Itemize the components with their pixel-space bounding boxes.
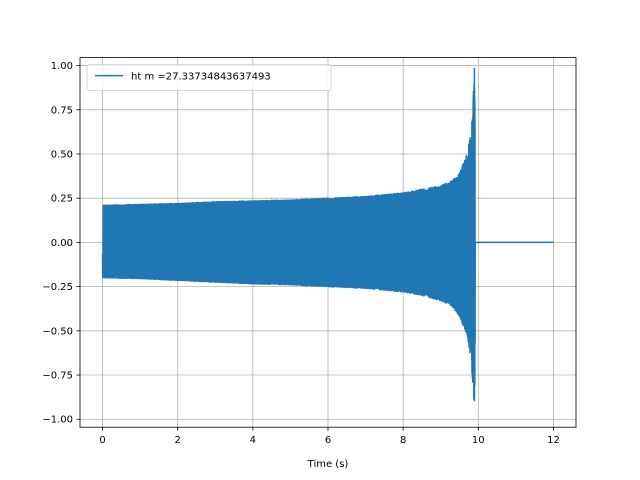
y-tick-label: −0.50 — [42, 326, 73, 337]
y-tick-label: −0.75 — [42, 371, 73, 382]
ticks: 0 2 4 6 8 10 12 1.00 0.75 0.50 0.25 0.00 −0.25 −0.50 −… — [42, 61, 559, 446]
y-tick-label: 0.25 — [51, 194, 73, 205]
legend: ht m =27.33734843637493 — [86, 64, 332, 91]
series-line — [101, 67, 554, 402]
x-tick-label: 12 — [547, 435, 560, 446]
legend-box — [86, 64, 332, 91]
legend-label: ht m =27.33734843637493 — [131, 72, 271, 83]
x-tick-label: 6 — [325, 435, 331, 446]
x-tick-label: 8 — [400, 435, 406, 446]
y-tick-label: 0.00 — [51, 238, 73, 249]
x-tick-label: 2 — [175, 435, 181, 446]
x-tick-label: 10 — [472, 435, 485, 446]
y-tick-label: 0.75 — [51, 105, 73, 116]
x-tick-label: 0 — [99, 435, 105, 446]
x-tick-label: 4 — [250, 435, 256, 446]
y-tick-label: −1.00 — [42, 415, 73, 426]
y-tick-label: 1.00 — [51, 61, 73, 72]
plot-area — [101, 67, 554, 402]
x-axis-label: Time (s) — [307, 459, 349, 470]
y-tick-label: −0.25 — [42, 282, 73, 293]
y-tick-label: 0.50 — [51, 149, 73, 160]
